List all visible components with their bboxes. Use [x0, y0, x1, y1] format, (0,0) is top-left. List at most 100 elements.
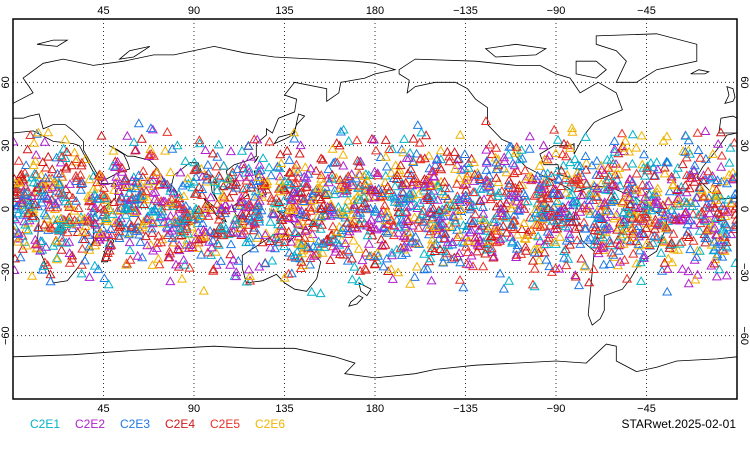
obs-marker	[631, 196, 642, 205]
legend-item-c2e2: C2E2	[75, 417, 106, 431]
obs-marker	[51, 152, 62, 162]
obs-marker	[178, 191, 189, 200]
obs-marker	[414, 197, 425, 207]
obs-marker	[529, 244, 540, 254]
coastline-samerica	[573, 185, 667, 326]
obs-marker	[709, 190, 720, 200]
obs-marker	[496, 208, 507, 217]
obs-marker	[257, 237, 268, 247]
obs-marker	[122, 130, 133, 140]
legend: C2E1 C2E2 C2E3 C2E4 C2E5 C2E6	[30, 417, 300, 431]
obs-marker	[584, 205, 595, 215]
obs-marker	[518, 218, 530, 227]
obs-marker	[614, 162, 625, 172]
obs-marker	[310, 249, 321, 259]
obs-marker	[111, 171, 122, 181]
obs-marker	[574, 221, 585, 231]
obs-marker	[327, 221, 338, 231]
obs-marker	[683, 232, 695, 241]
obs-marker	[55, 213, 67, 223]
obs-marker	[411, 201, 422, 210]
obs-marker	[404, 189, 415, 199]
coastline-arctic_is	[484, 43, 548, 58]
obs-marker	[387, 220, 398, 230]
obs-marker	[630, 202, 641, 212]
obs-marker	[16, 169, 27, 178]
obs-marker	[211, 161, 222, 171]
obs-marker	[201, 199, 212, 208]
obs-marker	[115, 217, 126, 227]
obs-marker	[244, 171, 255, 181]
obs-marker	[614, 222, 625, 232]
obs-marker	[441, 207, 452, 217]
obs-marker	[563, 253, 574, 263]
obs-marker	[435, 244, 446, 253]
legend-item-c2e5: C2E5	[210, 417, 241, 431]
obs-marker	[84, 241, 95, 251]
obs-marker	[535, 221, 546, 231]
obs-marker	[501, 198, 512, 208]
obs-marker	[475, 184, 486, 193]
obs-marker	[458, 180, 469, 190]
obs-marker	[631, 168, 642, 178]
obs-marker	[421, 130, 432, 140]
obs-marker	[603, 174, 614, 184]
obs-marker	[213, 170, 224, 180]
obs-marker	[45, 202, 56, 212]
obs-marker	[234, 223, 245, 233]
obs-marker	[389, 220, 400, 230]
obs-marker	[627, 158, 638, 168]
obs-marker	[507, 189, 518, 199]
left-lat-tick-label: 30	[0, 140, 12, 152]
obs-marker	[15, 252, 26, 262]
coastline-borneo	[231, 193, 253, 218]
obs-marker	[126, 221, 137, 231]
obs-marker	[225, 259, 236, 269]
obs-marker	[79, 213, 90, 222]
obs-marker	[76, 259, 87, 269]
obs-marker	[353, 243, 364, 253]
obs-marker	[273, 236, 284, 246]
obs-marker	[254, 213, 265, 223]
obs-marker	[57, 171, 68, 181]
obs-marker	[552, 207, 564, 217]
obs-marker	[452, 232, 463, 242]
obs-marker	[112, 205, 123, 215]
obs-marker	[461, 241, 472, 251]
obs-marker	[701, 225, 713, 235]
source-label: STARwet.2025-02-01	[621, 417, 736, 431]
obs-marker	[427, 212, 438, 222]
obs-marker	[393, 227, 404, 237]
obs-marker	[35, 245, 46, 255]
obs-marker	[42, 193, 53, 203]
obs-marker	[527, 230, 538, 240]
obs-marker	[624, 146, 635, 156]
obs-marker	[41, 213, 52, 223]
obs-marker	[393, 267, 404, 277]
obs-marker	[107, 209, 118, 218]
obs-marker	[379, 223, 390, 233]
obs-marker	[503, 275, 515, 285]
obs-marker	[249, 243, 260, 253]
obs-marker	[89, 203, 100, 213]
obs-marker	[238, 159, 249, 169]
obs-marker	[132, 250, 143, 260]
obs-marker	[180, 213, 191, 223]
obs-marker	[398, 147, 409, 157]
obs-marker	[512, 229, 523, 239]
obs-marker	[674, 238, 685, 248]
obs-marker	[504, 175, 515, 185]
obs-marker	[394, 164, 405, 174]
obs-marker	[28, 160, 39, 170]
obs-marker	[503, 149, 514, 159]
obs-marker	[114, 195, 125, 205]
obs-marker	[480, 225, 491, 235]
obs-marker	[356, 213, 367, 223]
obs-marker	[79, 255, 90, 265]
obs-marker	[296, 216, 307, 226]
obs-marker	[458, 220, 469, 230]
obs-marker	[131, 226, 142, 235]
obs-marker	[419, 174, 430, 183]
obs-marker	[549, 124, 560, 134]
obs-marker	[570, 271, 581, 281]
